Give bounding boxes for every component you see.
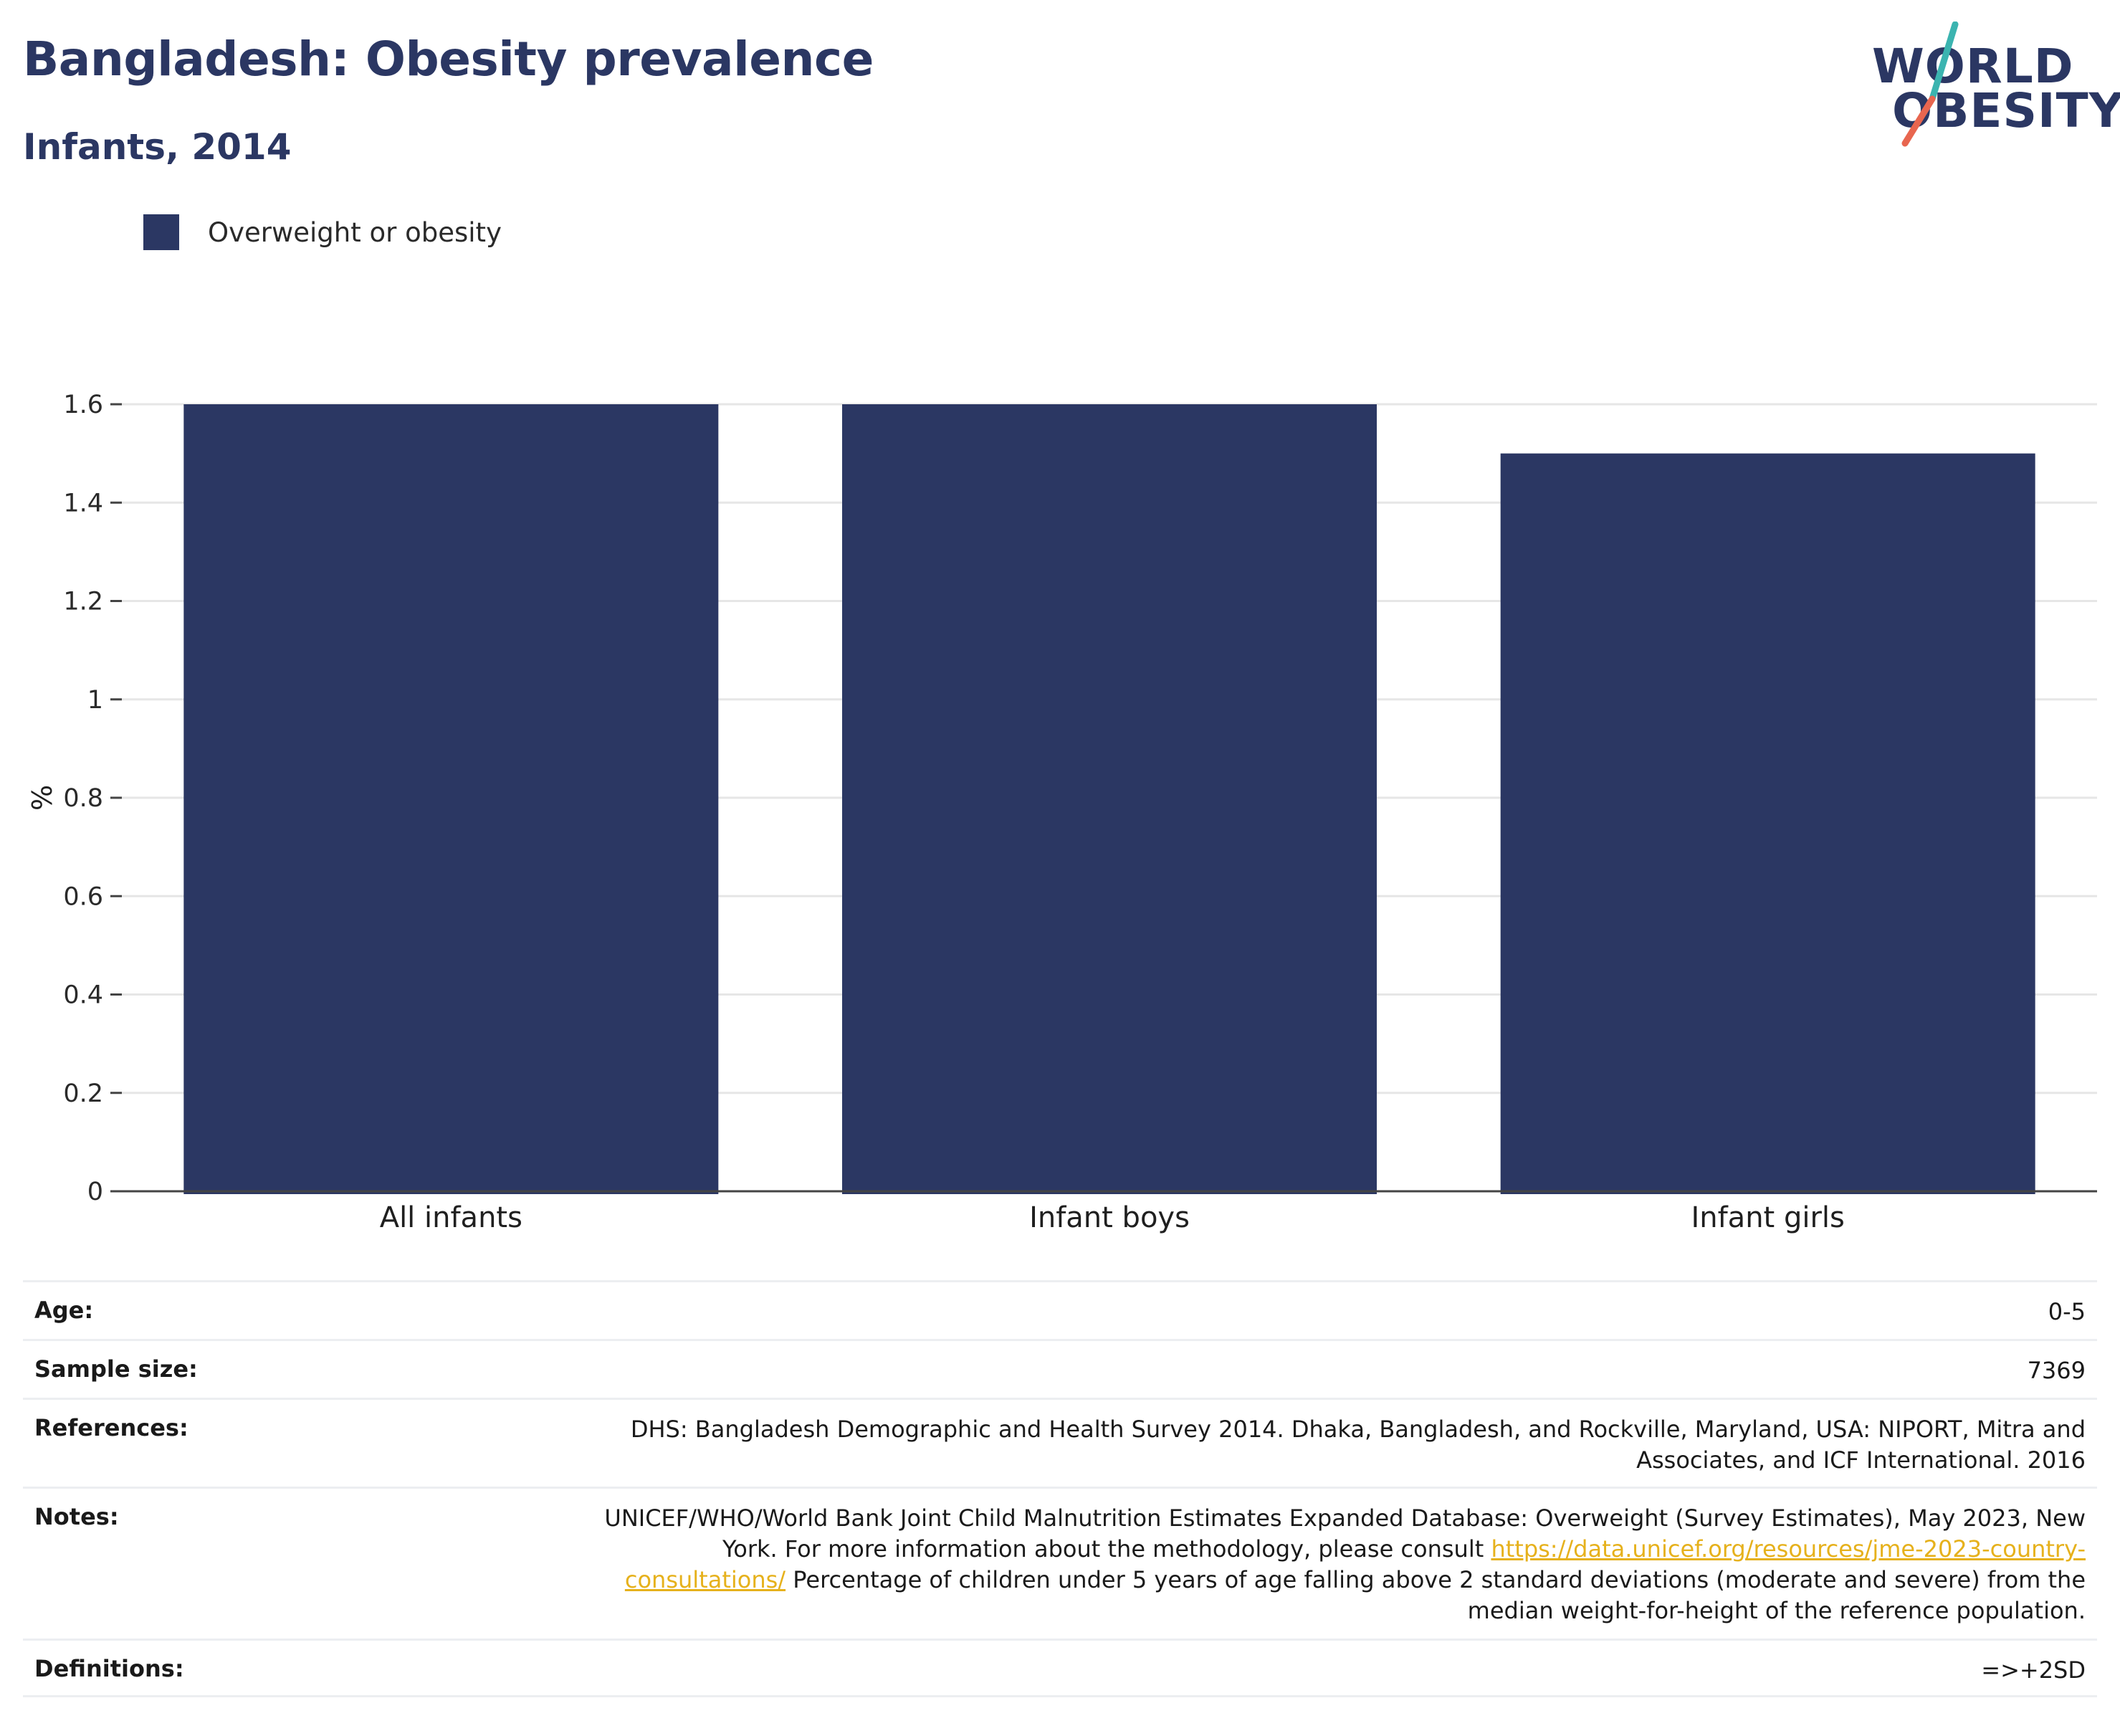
meta-key-references: References: bbox=[34, 1414, 188, 1441]
logo-line-1: WORLD bbox=[1872, 39, 2074, 94]
meta-value-definitions: =>+2SD bbox=[1981, 1656, 2086, 1684]
y-tick-label: 1.2 bbox=[63, 588, 103, 616]
notes-text-post: Percentage of children under 5 years of … bbox=[786, 1566, 2086, 1624]
meta-row-definitions: Definitions: =>+2SD bbox=[23, 1639, 2097, 1697]
y-tick-label: 1.4 bbox=[63, 489, 103, 518]
bar bbox=[842, 404, 1377, 1194]
meta-row-age: Age: 0-5 bbox=[23, 1280, 2097, 1339]
meta-value-age: 0-5 bbox=[2048, 1298, 2086, 1325]
y-tick-label: 0.6 bbox=[63, 882, 103, 911]
y-axis-label: % bbox=[27, 785, 58, 811]
y-tick-label: 1 bbox=[87, 686, 103, 715]
y-tick-label: 0 bbox=[87, 1178, 103, 1206]
meta-value-sample-size: 7369 bbox=[2027, 1357, 2086, 1384]
meta-key-sample-size: Sample size: bbox=[34, 1355, 198, 1383]
x-category-label: All infants bbox=[380, 1201, 522, 1234]
legend-label: Overweight or obesity bbox=[208, 216, 502, 248]
meta-key-notes: Notes: bbox=[34, 1503, 119, 1530]
y-tick-label: 0.4 bbox=[63, 981, 103, 1010]
notes-text-pre: UNICEF/WHO/World Bank Joint Child Malnut… bbox=[604, 1504, 2086, 1563]
bar bbox=[183, 404, 719, 1194]
meta-value-notes: UNICEF/WHO/World Bank Joint Child Malnut… bbox=[581, 1503, 2086, 1626]
bar bbox=[1500, 453, 2035, 1194]
meta-key-age: Age: bbox=[34, 1297, 94, 1324]
notes-link[interactable]: https://data.unicef.org/resources/jme-20… bbox=[624, 1535, 2086, 1593]
meta-row-sample-size: Sample size: 7369 bbox=[23, 1339, 2097, 1398]
metadata-table: Age: 0-5 Sample size: 7369 References: D… bbox=[23, 1280, 2097, 1697]
bar-chart: 0 0.2 0.4 0.6 0.8 1 1.2 1.4 1.6 All infants Infant… bbox=[27, 391, 2097, 1234]
world-obesity-logo: WORLD OBESITY bbox=[1863, 22, 2120, 158]
legend-swatch bbox=[143, 214, 179, 250]
meta-row-references: References: DHS: Bangladesh Demographic … bbox=[23, 1398, 2097, 1487]
y-tick-label: 0.8 bbox=[63, 784, 103, 813]
y-tick-label: 1.6 bbox=[63, 391, 103, 419]
meta-row-notes: Notes: UNICEF/WHO/World Bank Joint Child… bbox=[23, 1487, 2097, 1639]
x-category-label: Infant girls bbox=[1691, 1201, 1844, 1234]
logo-slash-icon bbox=[1901, 22, 1959, 147]
chart-legend: Overweight or obesity bbox=[143, 214, 502, 251]
meta-value-references: DHS: Bangladesh Demographic and Health S… bbox=[630, 1416, 2086, 1474]
meta-key-definitions: Definitions: bbox=[34, 1655, 184, 1682]
y-tick-label: 0.2 bbox=[63, 1079, 103, 1108]
chart-subtitle: Infants, 2014 bbox=[23, 126, 292, 168]
chart-title: Bangladesh: Obesity prevalence bbox=[23, 32, 874, 87]
x-category-label: Infant boys bbox=[1029, 1201, 1190, 1234]
